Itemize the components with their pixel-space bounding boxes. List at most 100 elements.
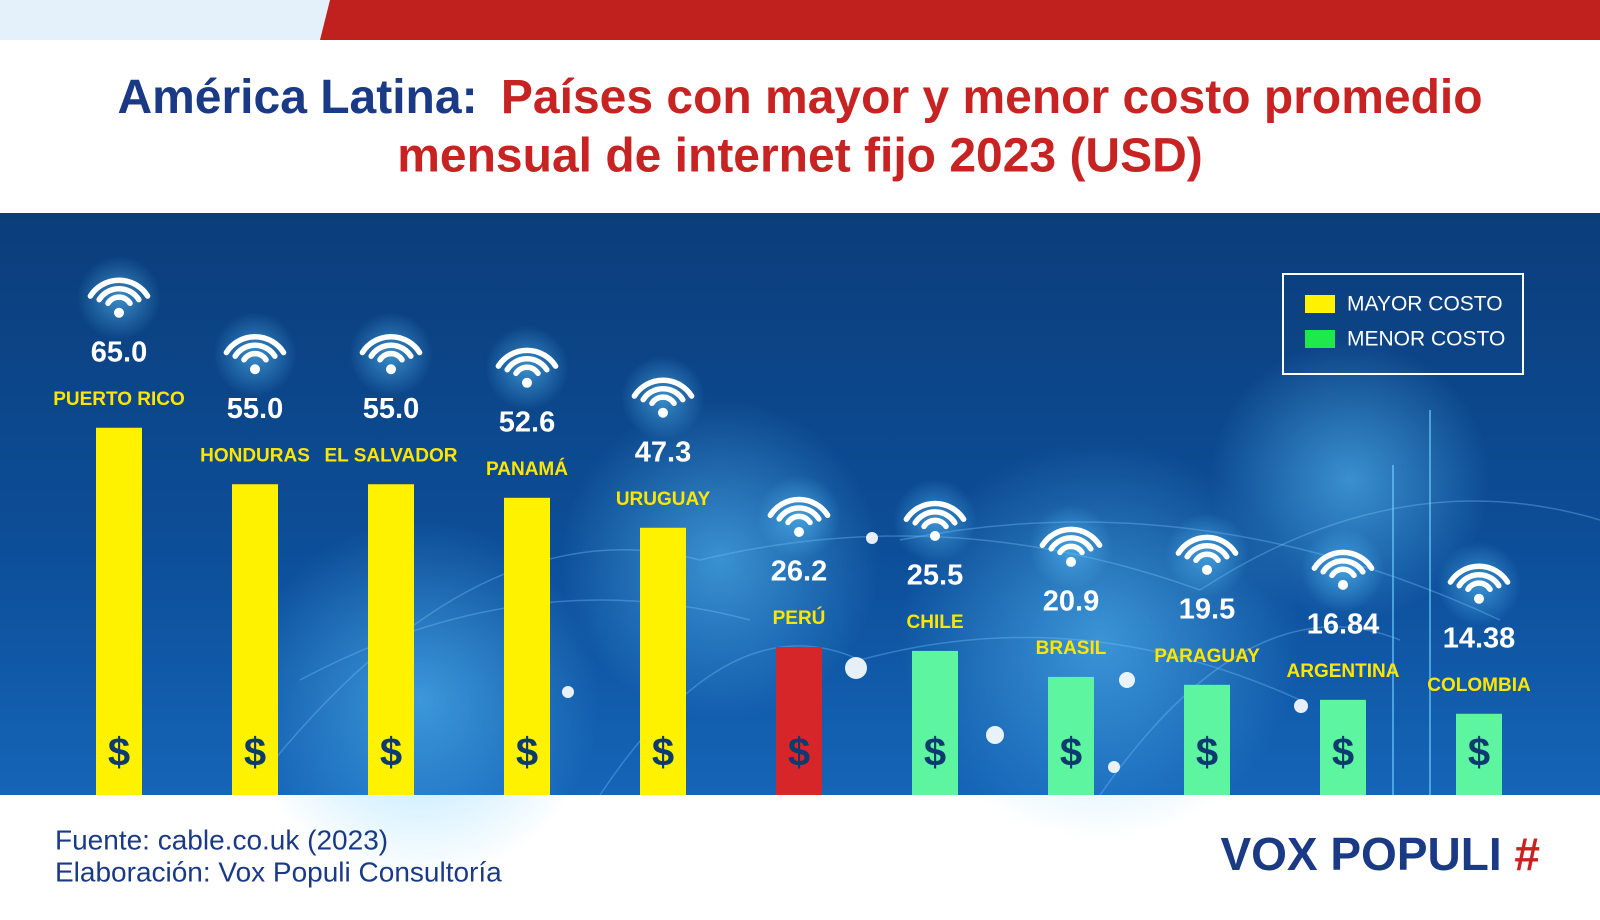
title-lead: América Latina: — [117, 71, 477, 124]
bar-symbol: $ — [1332, 731, 1354, 775]
wifi-dot — [522, 377, 532, 388]
wifi-dot — [114, 307, 124, 318]
network-line — [599, 645, 861, 796]
wifi-arc — [785, 513, 813, 526]
title-line: mensual de internet fijo 2023 (USD) — [397, 130, 1203, 183]
network-node — [1119, 672, 1135, 688]
bar-symbol: $ — [108, 731, 130, 775]
legend-label: MAYOR COSTO — [1347, 293, 1503, 316]
category-label: BRASIL — [1036, 638, 1107, 659]
network-node — [562, 686, 574, 698]
wifi-arc — [776, 505, 822, 522]
bar-symbol: $ — [380, 731, 402, 775]
wifi-arc — [1320, 558, 1366, 575]
credit: Elaboración: Vox Populi Consultoría — [55, 856, 502, 887]
bar — [96, 427, 142, 795]
legend-label: MENOR COSTO — [1347, 328, 1505, 351]
wifi-arc — [921, 517, 949, 530]
glow — [1210, 340, 1490, 620]
value-label: 14.38 — [1443, 622, 1516, 654]
bar — [368, 484, 414, 795]
wifi-arc — [649, 394, 677, 407]
wifi-arc — [1184, 543, 1230, 560]
wifi-arc — [377, 351, 405, 363]
wifi-arc — [640, 385, 686, 403]
wifi-arc — [1057, 543, 1085, 556]
value-label: 26.2 — [771, 556, 827, 588]
network-node — [1108, 761, 1120, 773]
bar — [1456, 713, 1502, 795]
wifi-dot — [658, 407, 668, 418]
network-line — [859, 636, 1301, 701]
wifi-arc — [241, 351, 269, 363]
wifi-dot — [1066, 556, 1076, 567]
bar-symbol: $ — [244, 731, 266, 775]
wifi-arc — [1465, 580, 1493, 593]
brand-mark: # — [1514, 828, 1540, 880]
wifi-arc — [1193, 551, 1221, 564]
brand: VOX POPULI # — [1220, 828, 1540, 880]
wifi-arc — [912, 509, 958, 526]
wifi-arc — [767, 496, 831, 519]
wifi-dot — [386, 364, 396, 375]
value-label: 52.6 — [499, 406, 555, 438]
value-label: 20.9 — [1043, 586, 1099, 618]
category-label: PERÚ — [773, 607, 826, 629]
value-label: 55.0 — [363, 393, 419, 425]
bar-symbol: $ — [516, 731, 538, 775]
wifi-arc — [359, 334, 423, 356]
category-label: COLOMBIA — [1427, 675, 1531, 696]
top-red-band — [320, 0, 1600, 40]
chart-title: América Latina: Países con mayor y menor… — [117, 71, 1482, 124]
wifi-arc — [631, 377, 695, 399]
bar-symbol: $ — [924, 731, 946, 775]
category-label: EL SALVADOR — [324, 445, 457, 466]
bar-symbol: $ — [652, 731, 674, 775]
network-node — [986, 726, 1004, 744]
value-label: 55.0 — [227, 393, 283, 425]
wifi-arc — [1311, 549, 1375, 571]
category-label: URUGUAY — [616, 489, 711, 510]
wifi-dot — [1202, 564, 1212, 575]
bar — [504, 497, 550, 795]
source: Fuente: cable.co.uk (2023) — [55, 824, 388, 855]
bar-symbol: $ — [788, 731, 810, 775]
title-line: Países con mayor y menor costo promedio — [501, 71, 1483, 124]
category-label: ARGENTINA — [1287, 661, 1400, 682]
bar — [776, 646, 822, 795]
wifi-arc — [1039, 526, 1103, 548]
wifi-dot — [250, 364, 260, 375]
wifi-arc — [1048, 535, 1094, 552]
wifi-arc — [87, 277, 151, 299]
bar — [232, 484, 278, 795]
category-label: PANAMÁ — [486, 458, 568, 480]
category-label: CHILE — [907, 612, 964, 633]
bars: $ PUERTO RICO 65.0 $ HONDURAS 55.0 $ EL SALVADO… — [53, 255, 1531, 795]
category-label: PUERTO RICO — [53, 389, 185, 410]
network-node — [1294, 699, 1308, 713]
wifi-arc — [368, 342, 414, 359]
bar-symbol: $ — [1196, 731, 1218, 775]
wifi-arc — [105, 294, 133, 306]
bar — [640, 527, 686, 795]
wifi-arc — [903, 500, 967, 522]
bar-symbol: $ — [1468, 731, 1490, 775]
value-label: 19.5 — [1179, 593, 1235, 625]
legend: MAYOR COSTO MENOR COSTO — [1282, 273, 1524, 375]
brand-name: VOX POPULI — [1220, 828, 1501, 880]
category-label: PARAGUAY — [1154, 646, 1260, 667]
value-label: 65.0 — [91, 336, 147, 368]
network-line — [249, 548, 701, 791]
category-label: HONDURAS — [200, 445, 310, 466]
value-label: 47.3 — [635, 436, 691, 468]
wifi-arc — [504, 356, 550, 373]
wifi-arc — [495, 347, 559, 369]
wifi-arc — [232, 342, 278, 359]
network-line — [1099, 626, 1401, 796]
glow — [560, 400, 880, 720]
wifi-arc — [1456, 571, 1502, 589]
wifi-dot — [930, 530, 940, 541]
bar — [1184, 684, 1230, 795]
